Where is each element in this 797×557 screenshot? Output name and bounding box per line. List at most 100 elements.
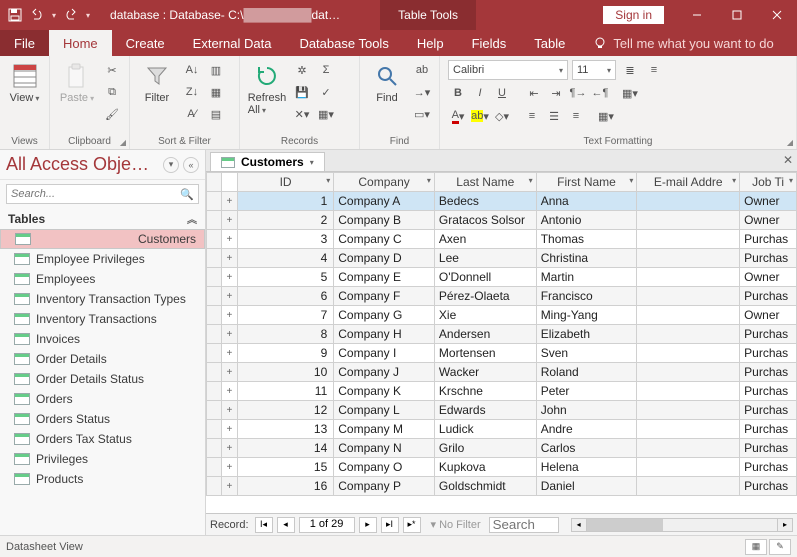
expand-row-icon[interactable]: +: [221, 306, 237, 325]
fill-color-button[interactable]: ◇▾: [492, 106, 512, 126]
table-row[interactable]: +6Company FPérez-OlaetaFranciscoPurchas: [207, 287, 797, 306]
cell[interactable]: Owner: [740, 268, 797, 287]
cell[interactable]: Company N: [334, 439, 435, 458]
cell[interactable]: Company L: [334, 401, 435, 420]
align-left-button[interactable]: ≡: [522, 106, 542, 126]
expand-row-icon[interactable]: +: [221, 458, 237, 477]
cell[interactable]: Xie: [434, 306, 536, 325]
cell[interactable]: Company B: [334, 211, 435, 230]
sort-desc-button[interactable]: Z↓: [182, 82, 202, 102]
underline-button[interactable]: U: [492, 83, 512, 103]
format-painter-button[interactable]: 🖌: [102, 104, 122, 124]
cell[interactable]: [637, 268, 740, 287]
indent-decrease-button[interactable]: ⇤: [524, 83, 544, 103]
cell[interactable]: Purchas: [740, 344, 797, 363]
cell[interactable]: Company D: [334, 249, 435, 268]
cell[interactable]: 15: [237, 458, 333, 477]
cell[interactable]: Gratacos Solsor: [434, 211, 536, 230]
tab-create[interactable]: Create: [112, 30, 179, 56]
cell[interactable]: [637, 420, 740, 439]
select-button[interactable]: ▭▾: [412, 104, 432, 124]
cell[interactable]: Roland: [536, 363, 637, 382]
goto-button[interactable]: →▾: [412, 82, 432, 102]
cell[interactable]: 6: [237, 287, 333, 306]
bold-button[interactable]: B: [448, 83, 468, 103]
paste-button[interactable]: Paste: [56, 60, 98, 106]
row-selector[interactable]: [207, 401, 222, 420]
align-center-button[interactable]: ☰: [544, 106, 564, 126]
expand-row-icon[interactable]: +: [221, 192, 237, 211]
cell[interactable]: Purchas: [740, 401, 797, 420]
cell[interactable]: Purchas: [740, 325, 797, 344]
save-record-button[interactable]: 💾: [292, 82, 312, 102]
cell[interactable]: Owner: [740, 306, 797, 325]
expand-row-icon[interactable]: +: [221, 230, 237, 249]
cell[interactable]: 3: [237, 230, 333, 249]
prev-record-button[interactable]: ◂: [277, 517, 295, 533]
expand-row-icon[interactable]: +: [221, 382, 237, 401]
maximize-button[interactable]: [717, 0, 757, 30]
table-row[interactable]: +5Company EO'DonnellMartinOwner: [207, 268, 797, 287]
nav-item[interactable]: Inventory Transactions: [0, 309, 205, 329]
expand-row-icon[interactable]: +: [221, 211, 237, 230]
cell[interactable]: Owner: [740, 211, 797, 230]
row-selector[interactable]: [207, 439, 222, 458]
nav-item[interactable]: Employees: [0, 269, 205, 289]
signin-button[interactable]: Sign in: [602, 5, 665, 25]
column-header[interactable]: Company▾: [334, 173, 435, 192]
row-selector[interactable]: [207, 363, 222, 382]
nav-item[interactable]: Orders: [0, 389, 205, 409]
expand-row-icon[interactable]: +: [221, 420, 237, 439]
tab-database-tools[interactable]: Database Tools: [285, 30, 402, 56]
row-selector[interactable]: [207, 230, 222, 249]
expand-row-icon[interactable]: +: [221, 363, 237, 382]
row-selector[interactable]: [207, 382, 222, 401]
new-record-button[interactable]: ✲: [292, 60, 312, 80]
alt-row-color-button[interactable]: ▦▾: [596, 106, 616, 126]
cell[interactable]: Purchas: [740, 477, 797, 496]
more-records-button[interactable]: ▦▾: [316, 104, 336, 124]
cell[interactable]: Antonio: [536, 211, 637, 230]
rtl-button[interactable]: ←¶: [590, 83, 610, 103]
row-selector[interactable]: [207, 325, 222, 344]
toggle-filter-button[interactable]: ▤: [206, 104, 226, 124]
cell[interactable]: [637, 287, 740, 306]
replace-button[interactable]: ab: [412, 60, 432, 80]
tab-external-data[interactable]: External Data: [179, 30, 286, 56]
selection-filter-button[interactable]: ▥: [206, 60, 226, 80]
column-filter-icon[interactable]: ▾: [629, 176, 633, 185]
nav-item[interactable]: Order Details Status: [0, 369, 205, 389]
cell[interactable]: Lee: [434, 249, 536, 268]
cell[interactable]: [637, 192, 740, 211]
cell[interactable]: Kupkova: [434, 458, 536, 477]
scroll-right-button[interactable]: ▸: [777, 518, 793, 532]
row-selector[interactable]: [207, 344, 222, 363]
nav-item[interactable]: Orders Status: [0, 409, 205, 429]
cell[interactable]: Purchas: [740, 363, 797, 382]
totals-button[interactable]: Σ: [316, 60, 336, 80]
row-selector[interactable]: [207, 249, 222, 268]
nav-search-input[interactable]: [11, 188, 180, 200]
cell[interactable]: Purchas: [740, 458, 797, 477]
advanced-filter-button[interactable]: ▦: [206, 82, 226, 102]
cell[interactable]: [637, 325, 740, 344]
nav-item[interactable]: Products: [0, 469, 205, 489]
nav-item[interactable]: Employee Privileges: [0, 249, 205, 269]
column-filter-icon[interactable]: ▾: [326, 176, 330, 185]
cell[interactable]: 12: [237, 401, 333, 420]
cell[interactable]: [637, 401, 740, 420]
qat-more-icon[interactable]: ▾: [52, 11, 56, 20]
delete-record-button[interactable]: ✕▾: [292, 104, 312, 124]
cell[interactable]: Ming-Yang: [536, 306, 637, 325]
cell[interactable]: Company G: [334, 306, 435, 325]
cell[interactable]: Company C: [334, 230, 435, 249]
tab-help[interactable]: Help: [403, 30, 458, 56]
numbering-button[interactable]: ≡: [644, 60, 664, 80]
cell[interactable]: [637, 306, 740, 325]
close-tab-icon[interactable]: ✕: [783, 153, 793, 167]
undo-icon[interactable]: [30, 8, 44, 22]
table-row[interactable]: +3Company CAxenThomasPurchas: [207, 230, 797, 249]
italic-button[interactable]: I: [470, 83, 490, 103]
cell[interactable]: Purchas: [740, 439, 797, 458]
cell[interactable]: 13: [237, 420, 333, 439]
